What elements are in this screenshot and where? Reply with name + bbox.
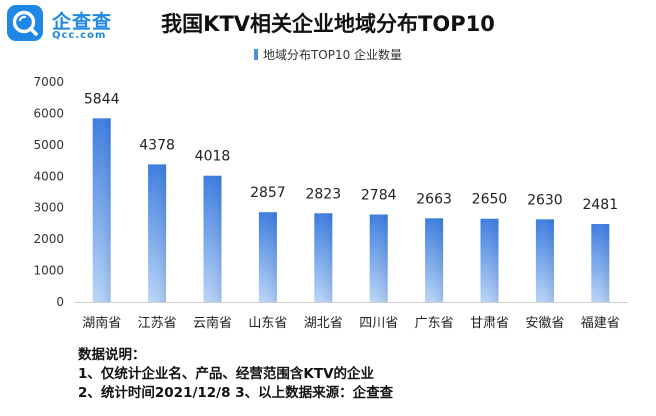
bar-shading [369, 214, 388, 302]
qcc-logo: 企查查 Qcc.com [6, 4, 138, 44]
bar-value-label: 2784 [361, 188, 397, 204]
x-tick-label: 广东省 [415, 316, 454, 331]
bar-shading [591, 224, 610, 302]
x-tick-label: 福建省 [581, 316, 620, 331]
y-tick-label: 4000 [33, 169, 64, 183]
notes-line-1: 1、仅统计企业名、产品、经营范围含KTV的企业 [78, 366, 375, 382]
bar-shading [258, 212, 277, 302]
y-tick-label: 7000 [33, 75, 64, 89]
bar-shading [203, 175, 222, 302]
bar-value-label: 2650 [472, 192, 508, 208]
y-axis: 0 1000 2000 3000 4000 5000 6000 7000 [33, 75, 64, 309]
y-tick-label: 3000 [33, 201, 64, 215]
chart-legend: 地域分布TOP10 企业数量 [0, 46, 656, 63]
bar-value-label: 4018 [195, 149, 231, 165]
y-tick-label: 0 [56, 295, 64, 309]
bar-value-label: 2823 [305, 186, 341, 202]
bar-shading [425, 218, 444, 302]
x-tick-label: 江苏省 [138, 315, 177, 331]
bar-shading [148, 164, 167, 302]
x-tick-label: 山东省 [248, 316, 287, 331]
notes-line-2: 2、统计时间2021/12/8 3、以上数据来源：企查查 [78, 385, 394, 401]
x-tick-label: 湖北省 [304, 316, 343, 331]
bar-value-label: 2481 [582, 197, 618, 213]
notes-heading: 数据说明： [78, 347, 146, 363]
bar-shading [92, 118, 111, 303]
qcc-logo-icon [7, 5, 43, 41]
x-tick-label: 四川省 [359, 316, 398, 331]
x-tick-label: 安徽省 [525, 316, 564, 331]
y-tick-label: 6000 [33, 106, 64, 120]
y-tick-label: 2000 [33, 232, 64, 246]
x-tick-label: 湖南省 [82, 315, 121, 331]
bar-value-label: 2663 [416, 191, 452, 207]
chart-title: 我国KTV相关企业地域分布TOP10 [161, 12, 495, 36]
bar-value-label: 4378 [139, 137, 175, 153]
data-notes: 数据说明： 1、仅统计企业名、产品、经营范围含KTV的企业 2、统计时间2021… [78, 346, 393, 403]
bar-value-label: 2857 [250, 185, 286, 201]
bar-shading [480, 218, 499, 302]
legend-swatch [253, 49, 258, 60]
bar-shading [535, 219, 554, 302]
brand-domain: Qcc.com [52, 30, 107, 41]
bar-shading [314, 213, 333, 302]
x-tick-label: 云南省 [193, 315, 232, 331]
legend-label: 地域分布TOP10 企业数量 [262, 48, 403, 62]
x-tick-label: 甘肃省 [470, 316, 509, 331]
bars: 5844 4378 4018 2857 2823 2784 2663 2650 2630 2481 [84, 91, 618, 303]
y-tick-label: 5000 [33, 138, 64, 152]
bar-value-label: 5844 [84, 91, 120, 107]
x-axis: 湖南省 江苏省 云南省 山东省 湖北省 四川省 广东省 甘肃省 安徽省 福建省 [74, 302, 628, 331]
brand-name: 企查查 [52, 11, 113, 33]
bar-value-label: 2630 [527, 192, 563, 208]
y-tick-label: 1000 [33, 264, 64, 278]
